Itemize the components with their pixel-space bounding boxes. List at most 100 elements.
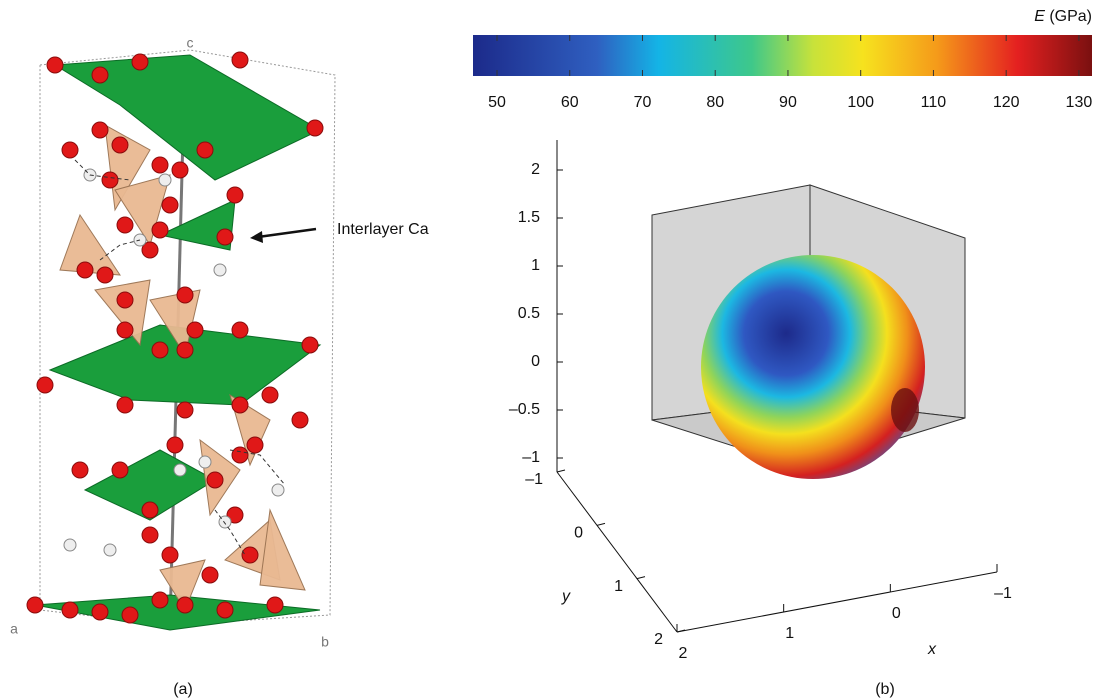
- atom: [72, 462, 88, 478]
- atom: [167, 437, 183, 453]
- body: Interlayer Ca c a b (a) (b) E (GPa) y x …: [0, 0, 1106, 700]
- z-tick-label: –1: [522, 449, 540, 466]
- atom: [307, 120, 323, 136]
- atom: [142, 502, 158, 518]
- colorbar-tick-label: 100: [847, 94, 874, 111]
- axis-title: y: [561, 588, 571, 605]
- atom: [207, 472, 223, 488]
- atom: [117, 292, 133, 308]
- polyhedron: [260, 510, 305, 590]
- y-tick: [557, 470, 565, 472]
- panel-label: (b): [875, 681, 895, 698]
- axis-label: a: [10, 621, 18, 637]
- x-tick-label: 2: [679, 645, 688, 662]
- atom: [232, 397, 248, 413]
- atom: [217, 602, 233, 618]
- atom: [142, 527, 158, 543]
- x-tick-label: –1: [994, 585, 1012, 602]
- y-axis: [557, 472, 677, 632]
- atom: [92, 122, 108, 138]
- surface: [701, 255, 925, 479]
- y-tick-label: 0: [574, 525, 583, 542]
- z-tick-label: 0.5: [518, 305, 540, 322]
- colorbar: [473, 35, 1092, 76]
- x-tick-label: 0: [892, 605, 901, 622]
- atom: [292, 412, 308, 428]
- annotation: Interlayer Ca: [337, 221, 429, 238]
- colorbar-tick-label: 130: [1066, 94, 1093, 111]
- atom: [197, 142, 213, 158]
- unit: (GPa): [1049, 8, 1092, 25]
- atom: [47, 57, 63, 73]
- atom: [177, 402, 193, 418]
- colorbar-tick-label: 120: [993, 94, 1020, 111]
- axis-label: b: [321, 634, 329, 650]
- atom: [177, 342, 193, 358]
- z-tick-label: 0: [531, 353, 540, 370]
- atom: [117, 322, 133, 338]
- atom: [232, 52, 248, 68]
- atom: [187, 322, 203, 338]
- atom: [117, 217, 133, 233]
- z-tick-label: 1.5: [518, 209, 540, 226]
- y-tick-label: 1: [614, 578, 623, 595]
- atom: [162, 197, 178, 213]
- colorbar-tick-label: 110: [921, 94, 947, 111]
- annotation-arrow: [258, 229, 316, 237]
- atom: [302, 337, 318, 353]
- arrow-head: [250, 231, 263, 243]
- x-axis: [677, 572, 997, 632]
- atom: [122, 607, 138, 623]
- colorbar-tick-label: 90: [779, 94, 797, 111]
- atom: [117, 397, 133, 413]
- y-tick: [637, 577, 645, 579]
- atom: [262, 387, 278, 403]
- atom: [64, 539, 76, 551]
- crystal-structure: [27, 50, 335, 630]
- atom: [102, 172, 118, 188]
- atom: [177, 287, 193, 303]
- atom: [112, 462, 128, 478]
- atom: [37, 377, 53, 393]
- atom: [97, 267, 113, 283]
- atom: [77, 262, 93, 278]
- atom: [152, 157, 168, 173]
- colorbar-title: E (GPa): [1034, 8, 1092, 25]
- figure: Interlayer Ca c a b (a) (b) E (GPa) y x …: [0, 0, 1106, 700]
- atom: [162, 547, 178, 563]
- atom: [174, 464, 186, 476]
- colorbar-tick-label: 80: [706, 94, 724, 111]
- z-tick-label: 1: [531, 257, 540, 274]
- atom: [152, 592, 168, 608]
- atom: [132, 54, 148, 70]
- atom: [202, 567, 218, 583]
- surface-spot: [891, 388, 919, 432]
- atom: [247, 437, 263, 453]
- panel-label: (a): [173, 681, 193, 698]
- atom: [267, 597, 283, 613]
- atom: [172, 162, 188, 178]
- atom: [232, 322, 248, 338]
- atom: [217, 229, 233, 245]
- atom: [152, 222, 168, 238]
- atom: [62, 602, 78, 618]
- atom: [214, 264, 226, 276]
- axis-title: x: [927, 641, 937, 658]
- atom: [62, 142, 78, 158]
- colorbar-tick-label: 60: [561, 94, 579, 111]
- y-tick-label: –1: [525, 471, 543, 488]
- z-tick-label: –0.5: [509, 401, 540, 418]
- atom: [159, 174, 171, 186]
- atom: [199, 456, 211, 468]
- colorbar-tick-label: 70: [634, 94, 652, 111]
- atom: [272, 484, 284, 496]
- z-tick-label: 2: [531, 161, 540, 178]
- y-tick: [597, 523, 605, 525]
- atom: [27, 597, 43, 613]
- axis-label: c: [187, 35, 194, 51]
- atom: [177, 597, 193, 613]
- atom: [242, 547, 258, 563]
- atom: [152, 342, 168, 358]
- symbol: E: [1034, 8, 1045, 25]
- page: Figure {"panel_a": {"label": "(a)", "axi…: [0, 0, 1106, 700]
